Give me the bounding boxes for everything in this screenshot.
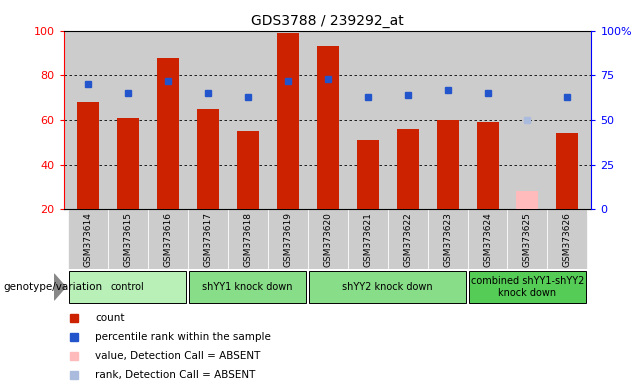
Text: GSM373622: GSM373622 xyxy=(403,212,412,267)
Bar xyxy=(476,122,499,209)
Bar xyxy=(237,131,259,209)
Text: value, Detection Call = ABSENT: value, Detection Call = ABSENT xyxy=(95,351,261,361)
Text: combined shYY1-shYY2
knock down: combined shYY1-shYY2 knock down xyxy=(471,276,584,298)
Text: GSM373620: GSM373620 xyxy=(323,212,332,267)
Text: GSM373614: GSM373614 xyxy=(83,212,92,267)
Bar xyxy=(396,129,418,209)
Bar xyxy=(67,209,107,269)
Text: GSM373617: GSM373617 xyxy=(203,212,212,267)
Bar xyxy=(469,271,586,303)
Bar xyxy=(197,109,219,209)
Bar xyxy=(317,46,338,209)
Bar xyxy=(467,209,508,269)
Text: GSM373616: GSM373616 xyxy=(163,212,172,267)
Text: GSM373615: GSM373615 xyxy=(123,212,132,267)
Bar xyxy=(357,140,378,209)
Bar xyxy=(268,209,308,269)
Bar xyxy=(69,271,186,303)
Polygon shape xyxy=(54,274,66,300)
Text: GSM373619: GSM373619 xyxy=(283,212,292,267)
Text: rank, Detection Call = ABSENT: rank, Detection Call = ABSENT xyxy=(95,370,256,380)
Text: control: control xyxy=(111,282,144,292)
Text: GSM373624: GSM373624 xyxy=(483,212,492,267)
Bar xyxy=(387,209,427,269)
Text: GSM373618: GSM373618 xyxy=(243,212,252,267)
Bar xyxy=(228,209,268,269)
Bar xyxy=(188,209,228,269)
Bar xyxy=(189,271,307,303)
Text: GSM373626: GSM373626 xyxy=(563,212,572,267)
Bar xyxy=(347,209,387,269)
Bar xyxy=(308,209,347,269)
Bar xyxy=(556,133,579,209)
Bar xyxy=(116,118,139,209)
Bar xyxy=(508,209,548,269)
Bar xyxy=(427,209,467,269)
Text: GSM373621: GSM373621 xyxy=(363,212,372,267)
Text: count: count xyxy=(95,313,125,323)
Bar xyxy=(436,120,459,209)
Bar xyxy=(548,209,588,269)
Text: genotype/variation: genotype/variation xyxy=(3,282,102,292)
Bar xyxy=(156,58,179,209)
Bar xyxy=(516,192,539,209)
Bar xyxy=(277,33,298,209)
Text: shYY2 knock down: shYY2 knock down xyxy=(342,282,433,292)
Bar xyxy=(107,209,148,269)
Text: shYY1 knock down: shYY1 knock down xyxy=(202,282,293,292)
Text: percentile rank within the sample: percentile rank within the sample xyxy=(95,332,271,342)
Bar xyxy=(308,271,466,303)
Text: GSM373623: GSM373623 xyxy=(443,212,452,267)
Title: GDS3788 / 239292_at: GDS3788 / 239292_at xyxy=(251,14,404,28)
Bar xyxy=(148,209,188,269)
Bar xyxy=(76,102,99,209)
Text: GSM373625: GSM373625 xyxy=(523,212,532,267)
